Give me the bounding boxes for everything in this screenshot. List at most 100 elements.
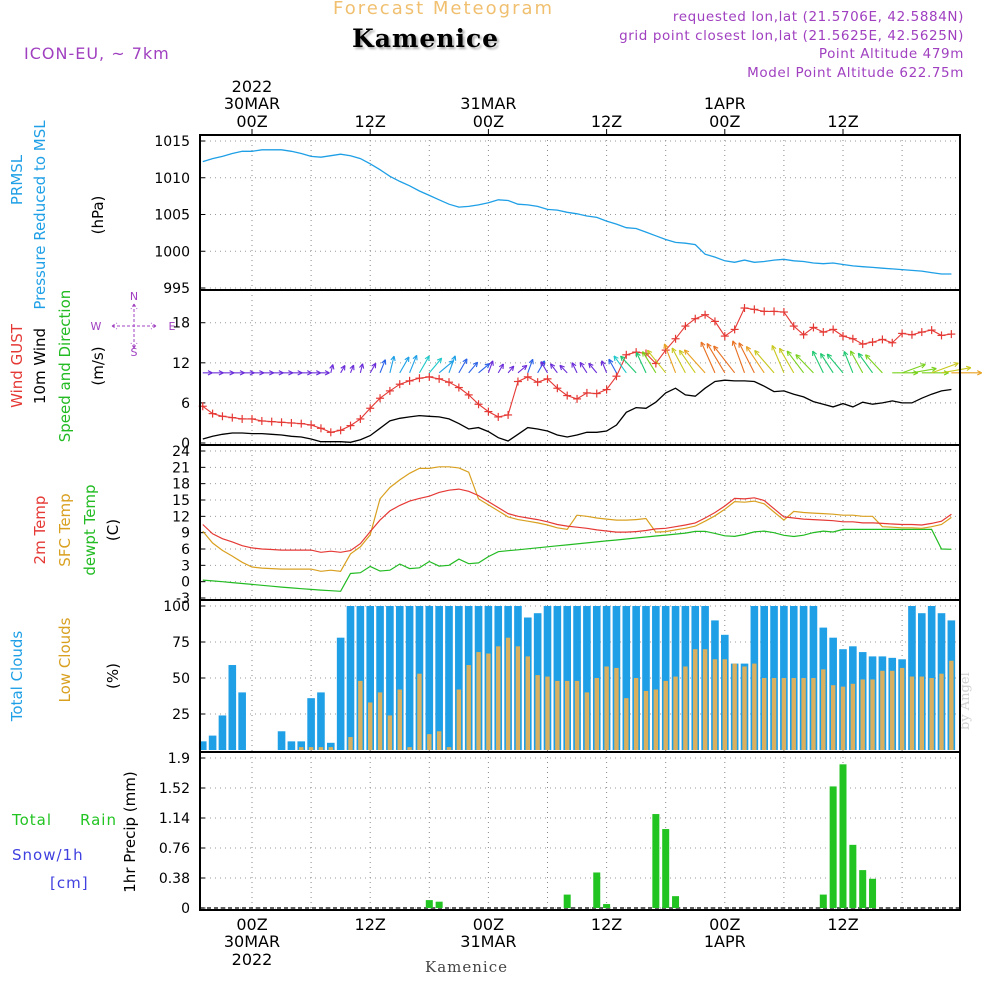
wind-direction-arrow [941, 365, 972, 374]
wind-direction-arrow [549, 363, 558, 374]
rain-bar [849, 844, 857, 908]
top-axis-hour: 00Z [709, 112, 740, 131]
low-cloud-bar [880, 670, 885, 750]
total-cloud-bar [327, 742, 335, 750]
forecast-title: Forecast Meteogram [333, 0, 555, 19]
wind-gust-point [760, 307, 769, 316]
pressure-ytick-label: 995 [163, 281, 190, 297]
top-axis-hour: 12Z [355, 112, 386, 131]
low-cloud-bar [397, 689, 402, 750]
wind-direction-arrow [620, 355, 637, 374]
top-axis-hour: 00Z [473, 112, 504, 131]
total-cloud-bar [376, 606, 384, 750]
wind-gust-point [336, 426, 345, 435]
rain-bar [839, 764, 847, 908]
pressure-ytick-label: 1000 [154, 244, 190, 260]
total-cloud-bar [622, 606, 631, 750]
wind-gust-point [494, 412, 503, 421]
requested-coords: requested lon,lat (21.5706E, 42.5884N) [672, 9, 964, 25]
wind-gust-point [563, 391, 572, 400]
rain-bar [603, 904, 611, 908]
low-cloud-bar [949, 660, 954, 750]
panel-frame [199, 134, 961, 291]
bottom-axis-hour: 00Z [709, 915, 740, 934]
wind-gust-point [445, 378, 453, 387]
precip-label-snow: Snow/1h [12, 846, 84, 864]
low-cloud-bar [308, 747, 314, 750]
wind-direction-arrow [468, 361, 479, 374]
wind-gust-point [277, 418, 286, 427]
wind-direction-arrow [281, 370, 294, 376]
precip-label-snow-unit: [cm] [50, 874, 89, 892]
low-cloud-bar [722, 659, 727, 750]
clouds-label-low: Low Clouds [56, 617, 74, 702]
wind-direction-arrow [706, 342, 726, 374]
total-cloud-bar [346, 606, 355, 750]
low-cloud-bar [535, 675, 540, 750]
bottom-axis-hour: 12Z [827, 915, 858, 934]
low-cloud-bar [476, 652, 481, 750]
low-cloud-bar [909, 676, 915, 750]
wind-gust-point [484, 407, 493, 416]
wind-direction-arrow [700, 341, 716, 374]
rain-bar [662, 829, 670, 908]
wind-gust-point [415, 374, 424, 383]
panel-frame [199, 751, 961, 911]
bottom-axis-date: 31MAR [460, 932, 516, 951]
wind-direction-arrow [646, 349, 667, 374]
precip-ytick-label: 0.38 [159, 871, 190, 887]
total-cloud-bar [238, 692, 246, 750]
wind-gust-point [405, 376, 414, 385]
wind-gust-point [208, 409, 217, 418]
total-cloud-bar [573, 606, 581, 750]
wind-gust-point [612, 372, 621, 381]
total-cloud-bar [563, 606, 571, 750]
temp-ytick-label: 0 [181, 575, 190, 591]
wind-gust-point [218, 412, 227, 421]
low-cloud-bar [417, 673, 422, 750]
wind-gust-point [543, 374, 552, 383]
wind-gust-point [947, 330, 956, 339]
low-cloud-bar [525, 656, 530, 750]
wind-gust-point [346, 421, 355, 430]
wind-gust-point [395, 380, 404, 389]
wind-gust-point [829, 325, 838, 334]
top-axis-date: 30MAR [224, 94, 280, 113]
total-cloud-bar [642, 606, 650, 750]
low-cloud-bar [584, 692, 590, 750]
bottom-axis-hour: 00Z [473, 915, 504, 934]
wind-direction-arrow [349, 364, 355, 374]
low-cloud-bar [742, 666, 747, 750]
wind-direction-arrow [588, 362, 598, 374]
low-cloud-bar [486, 653, 491, 750]
wind-direction-arrow [579, 361, 588, 374]
low-cloud-bar [427, 734, 432, 750]
wind-direction-arrow [843, 350, 854, 374]
total-cloud-bar [386, 606, 394, 750]
wind-gust-point [848, 334, 857, 343]
top-axis-date: 31MAR [460, 94, 516, 113]
total-cloud-bar [583, 606, 591, 750]
wind-direction-arrow [571, 362, 578, 374]
wind-gust-point [799, 330, 808, 339]
wind-gust-point [779, 308, 788, 317]
low-cloud-bar [604, 666, 609, 750]
wind-gust-point [464, 390, 473, 399]
rain-bar [672, 896, 680, 908]
low-cloud-bar [850, 683, 856, 750]
bottom-axis-date: 1APR [704, 932, 746, 951]
low-cloud-bar [840, 686, 846, 750]
pressure-label-prmsl: PRMSL [8, 154, 26, 205]
low-cloud-bar [830, 685, 836, 750]
wind-direction-arrow [527, 358, 534, 374]
wind-gust-point [917, 328, 926, 337]
low-cloud-bar [673, 676, 678, 750]
wind-direction-arrow [487, 360, 494, 374]
low-cloud-bar [890, 670, 895, 750]
total-cloud-bar [661, 606, 670, 750]
temp-ytick-label: 18 [172, 477, 190, 493]
wind-direction-arrow [608, 358, 617, 374]
wind-direction-arrow [507, 365, 515, 374]
wind-gust-point [425, 372, 434, 381]
